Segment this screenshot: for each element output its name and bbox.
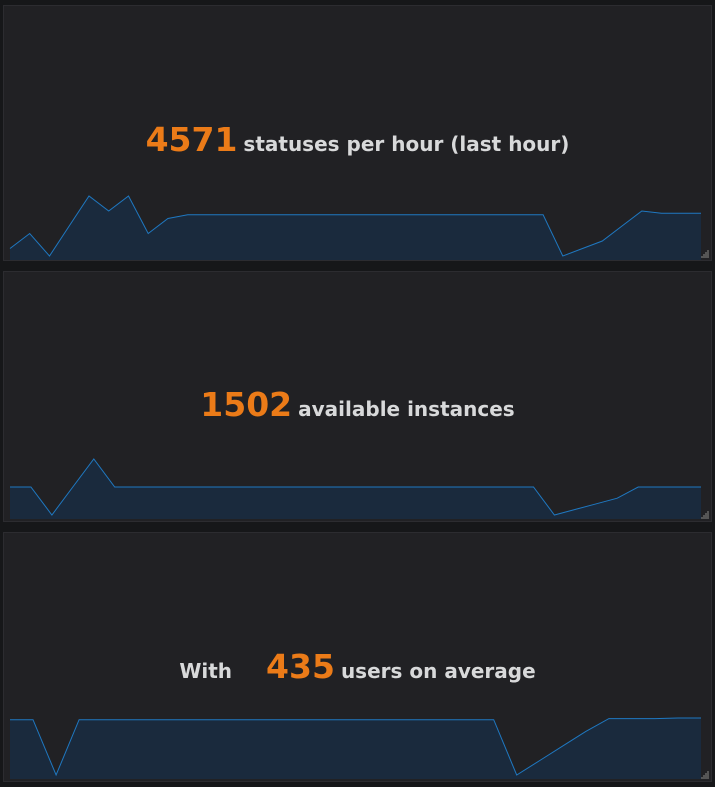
sparkline-area [10, 459, 701, 519]
stat-panel-instances[interactable]: 1502 available instances [3, 271, 712, 522]
stat-value: 4571 [145, 120, 238, 159]
sparkline-statuses [9, 195, 701, 260]
sparkline-area [10, 718, 701, 779]
stat-value: 435 [266, 647, 335, 686]
sparkline-line [10, 458, 701, 516]
stat-postfix: users on average [340, 659, 536, 683]
resize-handle-icon[interactable] [701, 771, 709, 779]
resize-handle-icon[interactable] [701, 511, 709, 519]
sparkline-users [10, 717, 701, 779]
stat-panel-users[interactable]: With 435 users on average [3, 532, 712, 782]
stat-panel-statuses[interactable]: 4571 statuses per hour (last hour) [3, 5, 712, 261]
stat-postfix: statuses per hour (last hour) [243, 132, 570, 156]
stat-value: 1502 [200, 385, 293, 424]
resize-handle-icon[interactable] [701, 250, 709, 258]
stat-line-instances: 1502 available instances [4, 385, 711, 424]
stat-line-users: With 435 users on average [4, 647, 711, 686]
stat-line-statuses: 4571 statuses per hour (last hour) [4, 120, 711, 159]
sparkline-instances [10, 458, 701, 519]
sparkline-line [9, 195, 701, 257]
sparkline-line [10, 717, 701, 777]
stat-postfix: available instances [298, 397, 515, 421]
stat-prefix: With [179, 659, 233, 683]
sparkline-area [10, 196, 701, 260]
